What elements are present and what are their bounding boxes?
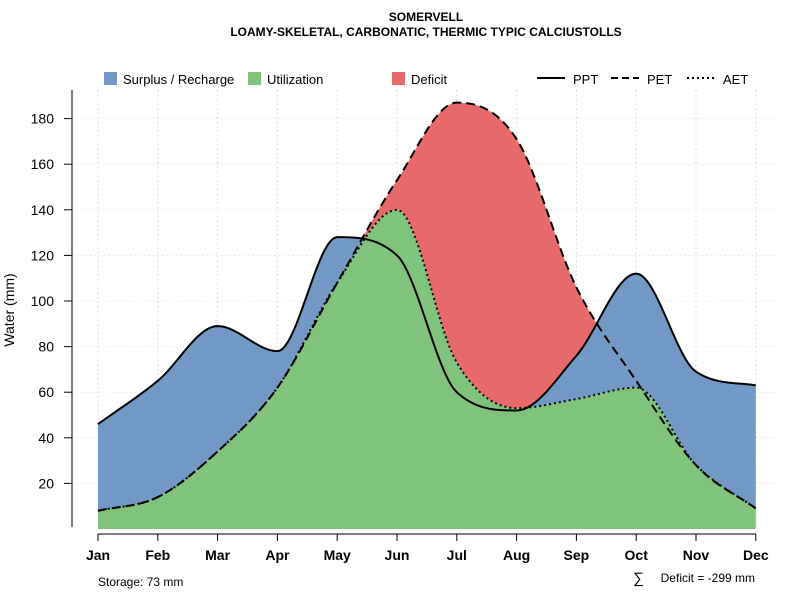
deficit-note: Deficit = -299 mm <box>661 571 755 585</box>
y-tick-label: 180 <box>31 111 55 127</box>
legend-label: AET <box>723 72 748 87</box>
legend-swatch-deficit <box>392 72 405 85</box>
x-tick-label: Jan <box>86 547 110 563</box>
y-tick-label: 60 <box>38 384 54 400</box>
x-tick-label: Aug <box>503 547 530 563</box>
storage-note: Storage: 73 mm <box>98 575 183 589</box>
y-tick-label: 140 <box>31 202 55 218</box>
area-deficit <box>98 102 756 511</box>
y-tick-label: 120 <box>31 247 55 263</box>
x-tick-label: Dec <box>743 547 769 563</box>
y-tick-label: 80 <box>38 339 54 355</box>
x-tick-label: Oct <box>625 547 649 563</box>
axes: 20 40 60 80 100 120 140 160 180 Jan Feb Mar Apr May Ju… <box>31 90 769 563</box>
x-tick-label: Jun <box>385 547 410 563</box>
x-tick-label: Nov <box>683 547 710 563</box>
legend-swatch-utilization <box>248 72 261 85</box>
chart-subtitle: LOAMY-SKELETAL, CARBONATIC, THERMIC TYPI… <box>230 25 621 39</box>
y-tick-label: 160 <box>31 156 55 172</box>
x-tick-label: Feb <box>145 547 170 563</box>
legend-label: Deficit <box>411 72 448 87</box>
legend-swatch-surplus-recharge <box>104 72 117 85</box>
legend-label: Utilization <box>267 72 323 87</box>
x-tick-label: May <box>324 547 351 563</box>
x-tick-label: Sep <box>564 547 590 563</box>
series-line-ppt <box>97 236 756 425</box>
y-axis-label: Water (mm) <box>1 273 17 346</box>
y-tick-label: 40 <box>38 430 54 446</box>
x-tick-label: Apr <box>265 547 290 563</box>
series-line-pet <box>97 101 757 512</box>
area-utilization <box>98 209 756 530</box>
legend-label: PET <box>647 72 672 87</box>
legend: Surplus / Recharge Utilization Deficit PPT P… <box>104 72 748 87</box>
legend-label: PPT <box>573 72 598 87</box>
chart-title: SOMERVELL <box>389 10 463 24</box>
series-lines <box>97 101 757 512</box>
x-tick-label: Jul <box>447 547 467 563</box>
sum-icon: ∑ <box>633 570 644 587</box>
areas <box>98 102 756 530</box>
area-surplus-recharge <box>98 209 756 511</box>
legend-label: Surplus / Recharge <box>123 72 234 87</box>
y-tick-label: 20 <box>38 475 54 491</box>
y-tick-label: 100 <box>31 293 55 309</box>
x-tick-label: Mar <box>205 547 230 563</box>
